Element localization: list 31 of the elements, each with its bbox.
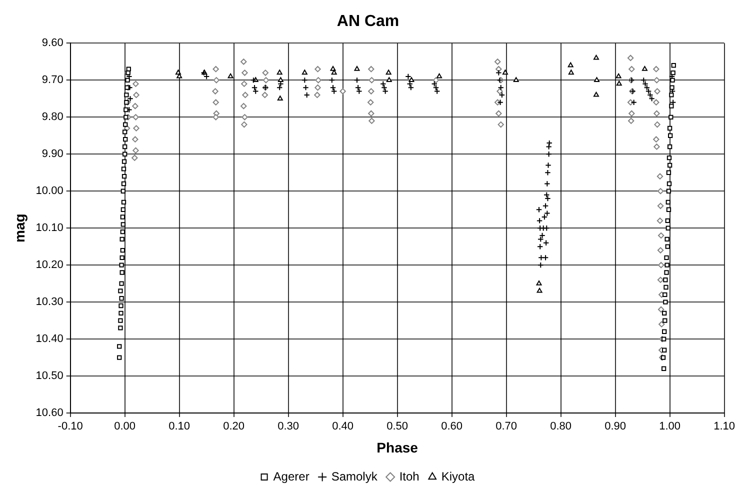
- x-axis-title: Phase: [376, 439, 418, 456]
- y-axis-title: mag: [11, 214, 28, 242]
- y-tick-label: 10.60: [36, 407, 64, 420]
- x-tick-label: 0.90: [604, 420, 626, 433]
- legend-label: Samolyk: [331, 469, 378, 484]
- y-tick-label: 10.20: [36, 259, 64, 272]
- x-tick-label: 0.20: [223, 420, 245, 433]
- x-tick-label: 1.10: [714, 420, 736, 433]
- y-tick-label: 10.10: [36, 222, 64, 234]
- y-tick-label: 10.40: [36, 333, 64, 346]
- x-tick-label: -0.10: [58, 420, 83, 433]
- y-tick-label: 9.60: [42, 37, 64, 50]
- legend-label: Itoh: [399, 469, 420, 484]
- chart-title: AN Cam: [336, 13, 400, 30]
- x-tick-label: 0.60: [441, 420, 463, 433]
- legend-label: Kiyota: [441, 469, 476, 484]
- y-tick-label: 10.50: [36, 370, 64, 382]
- x-tick-label: 0.00: [114, 420, 136, 433]
- x-tick-label: 0.80: [550, 420, 572, 433]
- y-tick-label: 9.70: [42, 74, 64, 86]
- x-tick-label: 0.40: [332, 420, 354, 433]
- x-tick-label: 0.70: [496, 420, 518, 433]
- y-tick-label: 10.00: [36, 185, 64, 198]
- x-tick-label: 0.10: [168, 420, 190, 433]
- legend-label: Agerer: [273, 469, 310, 484]
- y-tick-label: 10.30: [36, 296, 64, 308]
- y-tick-label: 9.80: [42, 111, 64, 124]
- x-tick-label: 0.30: [278, 420, 300, 433]
- x-tick-label: 1.00: [659, 420, 681, 433]
- x-tick-label: 0.50: [386, 420, 408, 433]
- y-tick-label: 9.90: [42, 148, 64, 160]
